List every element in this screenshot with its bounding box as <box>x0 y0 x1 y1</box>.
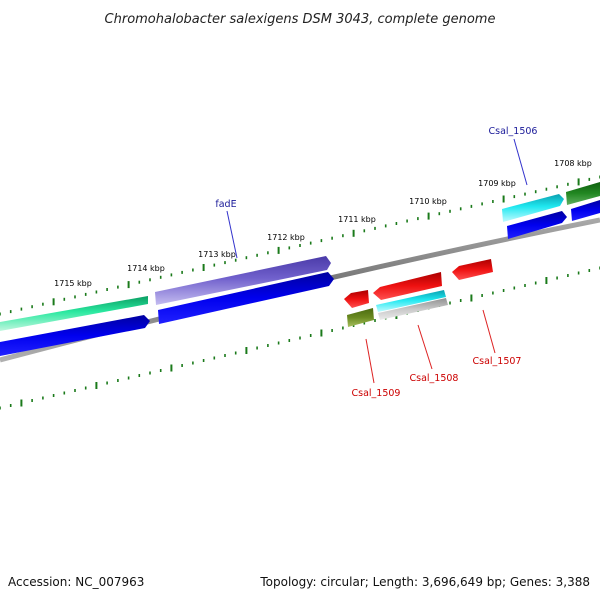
tick-label-1708: 1708 kbp <box>554 159 592 168</box>
leader-csal-1508 <box>417 324 433 370</box>
gene-label-fade[interactable]: fadE <box>215 199 236 210</box>
gene-feature-darkgreen[interactable] <box>566 182 600 205</box>
cds-feature-2[interactable] <box>158 272 334 324</box>
gene-feature-csal-1508[interactable] <box>373 272 442 300</box>
map-title: Chromohalobacter salexigens DSM 3043, co… <box>105 12 496 27</box>
gene-feature-fade[interactable] <box>155 256 331 305</box>
tick-label-1711: 1711 kbp <box>338 215 376 224</box>
tick-label-1715: 1715 kbp <box>54 279 92 288</box>
cds-feature-4[interactable] <box>571 200 600 221</box>
gene-label-csal-1508[interactable]: Csal_1508 <box>410 373 459 384</box>
gene-label-csal-1509[interactable]: Csal_1509 <box>352 388 401 399</box>
gene-feature-csal-1509-red[interactable] <box>344 290 369 308</box>
gene-feature-csal-1507[interactable] <box>452 259 493 280</box>
upper-tick-row <box>0 175 600 316</box>
accession-text: Accession: NC_007963 <box>8 575 144 589</box>
tick-label-1709: 1709 kbp <box>478 179 516 188</box>
leader-csal-1509 <box>365 338 375 384</box>
leader-csal-1507 <box>482 309 496 354</box>
gene-label-csal-1506[interactable]: Csal_1506 <box>489 126 538 137</box>
tick-label-1712: 1712 kbp <box>267 233 305 242</box>
tick-label-1710: 1710 kbp <box>409 197 447 206</box>
genome-summary-text: Topology: circular; Length: 3,696,649 bp… <box>259 575 590 589</box>
gene-feature-teal[interactable] <box>0 296 148 331</box>
tick-label-1714: 1714 kbp <box>127 264 165 273</box>
cds-feature-3[interactable] <box>507 211 567 239</box>
gene-label-csal-1507[interactable]: Csal_1507 <box>473 356 522 367</box>
gene-feature-csal-1508-gray[interactable] <box>378 298 448 320</box>
leader-fade <box>226 210 238 259</box>
cds-feature-1[interactable] <box>0 315 150 356</box>
gene-feature-csal-1508-cyan[interactable] <box>376 290 446 312</box>
tick-label-1713: 1713 kbp <box>198 250 236 259</box>
leader-csal-1506 <box>513 138 528 186</box>
gene-feature-csal-1506[interactable] <box>502 194 564 222</box>
gene-feature-csal-1509[interactable] <box>347 308 374 327</box>
